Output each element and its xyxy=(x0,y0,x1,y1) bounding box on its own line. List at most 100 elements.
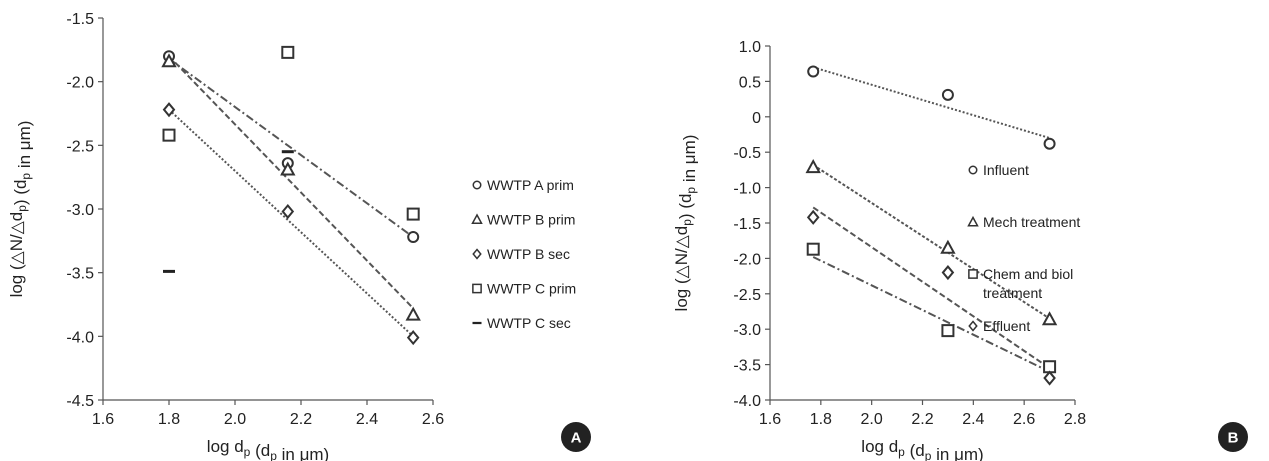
x-title-part: in μm) xyxy=(931,445,983,461)
data-point-triangle xyxy=(940,239,956,254)
x-title-part: (d xyxy=(905,441,925,460)
y-tick-label: 0.5 xyxy=(739,74,761,91)
legend-marker-circle xyxy=(968,165,978,175)
y-tick-label: -1.5 xyxy=(733,216,761,233)
y-tick-label: -4.0 xyxy=(66,329,94,346)
data-point-diamond xyxy=(281,203,295,220)
y-axis-title: log (△N/△dp) (dp in μm) xyxy=(672,135,699,312)
x-title-part: log d xyxy=(207,437,244,456)
legend-marker xyxy=(967,215,979,227)
y-title-part: log (△N/△d xyxy=(7,212,26,298)
legend-label: Chem and biol xyxy=(983,266,1073,282)
legend-label: Mech treatment xyxy=(983,214,1080,230)
data-point-diamond xyxy=(1043,370,1056,386)
legend-label: WWTP A prim xyxy=(487,177,574,193)
y-tick-label: -4.0 xyxy=(733,393,761,410)
legend-label: Influent xyxy=(983,162,1029,178)
data-point-diamond xyxy=(162,102,176,118)
x-tick-label: 2.8 xyxy=(1064,411,1086,428)
legend-marker xyxy=(471,213,483,224)
panel-badge xyxy=(1218,422,1248,452)
legend-marker-square xyxy=(968,269,978,279)
y-title-part: in μm) xyxy=(15,121,34,173)
data-point-diamond xyxy=(806,209,820,225)
data-point-square xyxy=(941,324,955,338)
trend-line xyxy=(168,57,414,238)
legend-marker xyxy=(472,248,482,260)
y-title-part: log (△N/△d xyxy=(672,226,691,312)
legend-marker xyxy=(472,180,482,190)
legend-label: WWTP B prim xyxy=(487,212,575,228)
y-tick-label: -1.0 xyxy=(733,181,761,198)
legend-marker-circle xyxy=(472,180,482,190)
data-point-circle xyxy=(941,88,954,101)
y-tick-label: -2.0 xyxy=(733,251,761,268)
legend-marker xyxy=(968,320,978,332)
data-point-square xyxy=(406,207,420,221)
legend-label: Effluent xyxy=(983,318,1030,334)
x-tick-label: 2.2 xyxy=(911,411,933,428)
legend-marker-triangle xyxy=(967,215,979,227)
y-tick-label: -1.5 xyxy=(66,11,94,28)
data-point-diamond xyxy=(941,264,955,281)
x-tick-label: 2.4 xyxy=(962,411,984,428)
x-tick-label: 2.2 xyxy=(290,411,312,428)
y-tick-label: -2.5 xyxy=(66,138,94,155)
legend-marker-diamond xyxy=(968,320,978,332)
y-title-part: in μm) xyxy=(680,135,699,187)
x-tick-label: 1.8 xyxy=(158,411,180,428)
x-title-sub: p xyxy=(925,449,932,461)
legend-marker-square xyxy=(472,283,482,294)
x-title-sub: p xyxy=(244,445,251,459)
data-point-circle xyxy=(407,231,420,244)
legend-marker xyxy=(472,283,482,294)
x-title-part: log d xyxy=(861,437,898,456)
data-point-square xyxy=(162,128,176,142)
panel-badge-label: B xyxy=(1228,430,1239,447)
trend-line xyxy=(812,206,1051,369)
trend-line xyxy=(812,256,1051,373)
legend-label: WWTP B sec xyxy=(487,246,570,262)
legend-marker-diamond xyxy=(472,248,482,260)
legend-marker xyxy=(968,269,978,279)
x-tick-label: 2.0 xyxy=(224,411,246,428)
y-tick-label: -2.0 xyxy=(66,75,94,92)
data-point-triangle xyxy=(280,161,296,176)
x-tick-label: 2.6 xyxy=(1013,411,1035,428)
y-title-part: ) (d xyxy=(11,180,30,206)
data-point-triangle xyxy=(405,306,421,321)
legend-label: WWTP C sec xyxy=(487,315,571,331)
x-tick-label: 2.4 xyxy=(356,411,378,428)
y-tick-label: -4.5 xyxy=(66,393,94,410)
panel-a: 1.6 1.8 2.0 2.2 2.4 2.6 -1.5 -2.0 -2.5 -3.0 -3.5 -4… xyxy=(7,11,591,461)
y-tick-label: 1.0 xyxy=(739,39,761,56)
x-axis-title: log dp (dp in μm) xyxy=(861,437,983,461)
y-axis-title: log (△N/△dp) (dp in μm) xyxy=(7,121,34,298)
trend-line xyxy=(812,66,1050,139)
y-tick-label: -3.0 xyxy=(733,322,761,339)
x-tick-label: 2.6 xyxy=(422,411,444,428)
data-point-circle xyxy=(1043,137,1056,150)
y-tick-label: -3.0 xyxy=(66,202,94,219)
x-title-sub: p xyxy=(898,445,905,459)
legend-label: WWTP C prim xyxy=(487,281,576,297)
x-tick-label: 2.0 xyxy=(861,411,883,428)
y-tick-label: -3.5 xyxy=(66,266,94,283)
y-tick-label: -3.5 xyxy=(733,358,761,375)
data-point-square xyxy=(806,242,820,256)
panel-badge xyxy=(561,422,591,452)
y-title-sub: p xyxy=(15,205,29,212)
x-tick-label: 1.6 xyxy=(92,411,114,428)
x-tick-label: 1.6 xyxy=(759,411,781,428)
x-title-part: in μm) xyxy=(277,445,329,461)
legend-label: treatment xyxy=(983,285,1042,301)
y-title-sub: p xyxy=(680,219,694,226)
trend-line xyxy=(168,108,414,338)
y-tick-label: -2.5 xyxy=(733,287,761,304)
data-point-circle xyxy=(807,65,820,78)
x-title-sub: p xyxy=(270,449,277,461)
data-point-triangle xyxy=(1041,311,1058,326)
data-point-diamond xyxy=(406,330,420,346)
y-title-sub: p xyxy=(19,173,33,180)
